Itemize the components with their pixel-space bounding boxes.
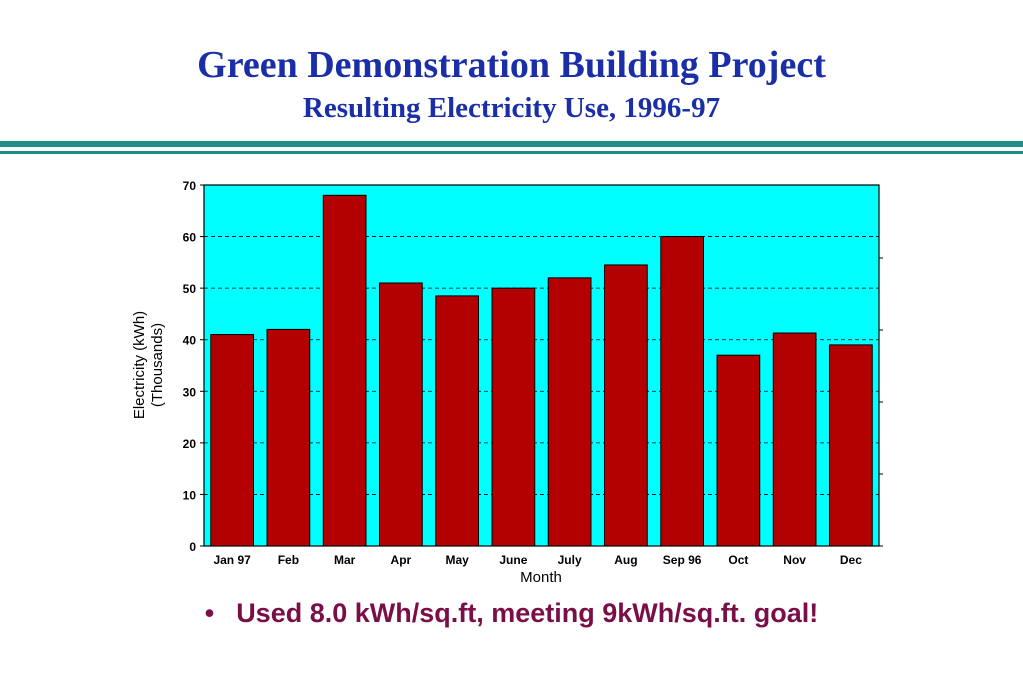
bullet-text: Used 8.0 kWh/sq.ft, meeting 9kWh/sq.ft. … bbox=[236, 598, 819, 628]
x-tick-label: May bbox=[445, 553, 469, 567]
bar-aug bbox=[604, 264, 648, 547]
bar-may bbox=[435, 295, 479, 547]
summary-bullet: • Used 8.0 kWh/sq.ft, meeting 9kWh/sq.ft.… bbox=[0, 598, 1023, 629]
plot-border bbox=[203, 184, 880, 547]
x-tick-label: Nov bbox=[783, 553, 806, 567]
y-tick-label: 50 bbox=[183, 282, 197, 296]
bar-july bbox=[547, 277, 592, 547]
y-tick-label: 60 bbox=[183, 231, 197, 245]
y-tick-label: 0 bbox=[189, 540, 196, 554]
x-tick-label: Feb bbox=[278, 553, 299, 567]
bar-june bbox=[491, 287, 536, 547]
y-axis-title-line1: Electricity (kWh) bbox=[131, 311, 148, 419]
y-tick-label: 40 bbox=[183, 334, 197, 348]
plot-area bbox=[204, 185, 879, 546]
slide-subtitle: Resulting Electricity Use, 1996-97 bbox=[302, 92, 721, 124]
y-tick-label: 70 bbox=[183, 179, 197, 193]
bar-jan-97 bbox=[210, 334, 254, 547]
y-axis-title-line2: (Thousands) bbox=[149, 323, 166, 407]
slide-title: Green Demonstration Building Project bbox=[197, 44, 826, 86]
bar-oct bbox=[716, 354, 761, 547]
bar-sep-96 bbox=[660, 236, 704, 547]
x-tick-label: Jan 97 bbox=[213, 553, 251, 567]
bar-apr bbox=[379, 282, 423, 547]
bullet-dot: • bbox=[204, 598, 215, 628]
x-axis-title: Month bbox=[520, 569, 562, 586]
title-divider-thick bbox=[0, 141, 1023, 147]
y-tick-label: 30 bbox=[183, 385, 197, 399]
bar-nov bbox=[772, 332, 817, 547]
x-tick-label: June bbox=[499, 553, 527, 567]
y-tick-label: 20 bbox=[183, 437, 197, 451]
title-divider-thin bbox=[0, 151, 1023, 154]
y-tick-label: 10 bbox=[183, 488, 197, 502]
bar-feb bbox=[266, 328, 311, 547]
bar-dec bbox=[829, 344, 873, 547]
x-tick-label: Aug bbox=[614, 553, 637, 567]
bar-mar bbox=[322, 194, 367, 547]
x-tick-label: July bbox=[558, 553, 582, 567]
x-tick-label: Oct bbox=[728, 553, 748, 567]
x-tick-label: Dec bbox=[840, 553, 862, 567]
x-tick-label: Mar bbox=[334, 553, 356, 567]
x-tick-label: Apr bbox=[391, 553, 412, 567]
x-tick-label: Sep 96 bbox=[663, 553, 702, 567]
